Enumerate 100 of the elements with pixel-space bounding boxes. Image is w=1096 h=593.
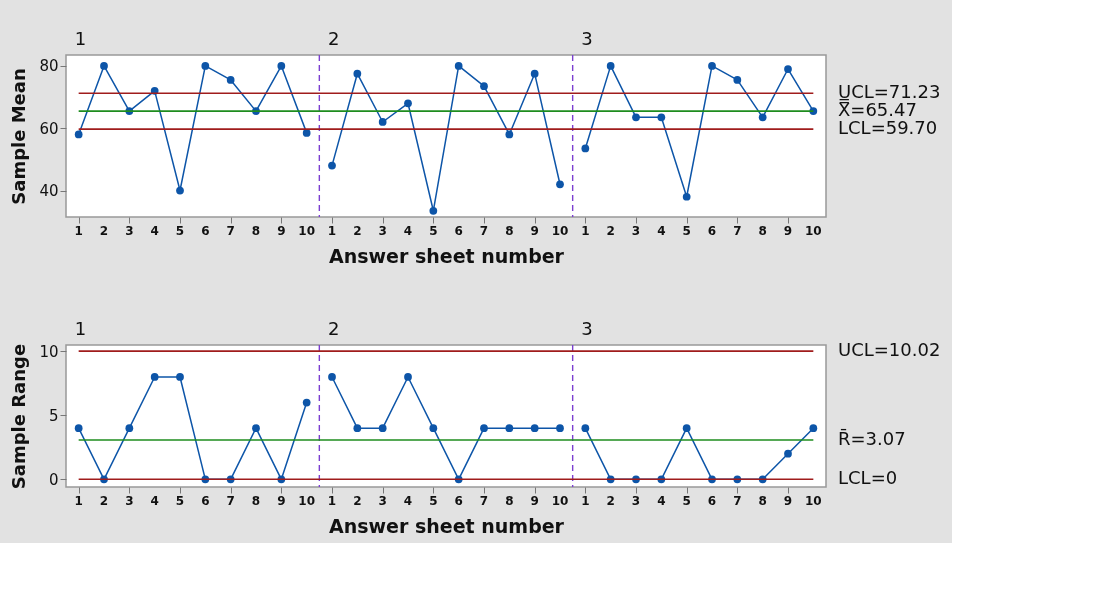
x-tick-label: 7 bbox=[733, 494, 742, 508]
point bbox=[480, 82, 488, 91]
x-tick-label: 9 bbox=[277, 224, 286, 238]
x-tick-label: 3 bbox=[378, 494, 387, 508]
point bbox=[378, 118, 387, 126]
text: 2 bbox=[328, 28, 340, 49]
point bbox=[556, 180, 564, 189]
point bbox=[353, 424, 362, 433]
y-tick-label: 60 bbox=[39, 119, 59, 138]
point bbox=[328, 161, 336, 170]
x-tick-label: 9 bbox=[783, 494, 793, 508]
point bbox=[606, 62, 615, 70]
point bbox=[74, 130, 83, 139]
point bbox=[733, 76, 742, 84]
x-tick-label: 4 bbox=[657, 224, 666, 238]
x-tick-label: 5 bbox=[682, 494, 691, 508]
x-tick-label: 2 bbox=[606, 494, 615, 508]
point bbox=[302, 129, 311, 137]
x-tick-label: 10 bbox=[804, 224, 822, 238]
text: 3 bbox=[581, 318, 593, 339]
x-tick-label: 8 bbox=[758, 494, 767, 508]
x-tick-label: 6 bbox=[454, 224, 463, 238]
x-tick-label: 1 bbox=[581, 224, 590, 238]
x-tick-label: 2 bbox=[99, 224, 109, 238]
x-tick-label: 5 bbox=[429, 224, 438, 238]
x-tick-label: 6 bbox=[707, 494, 717, 508]
point bbox=[176, 373, 184, 381]
point bbox=[758, 113, 767, 122]
x-tick-label: 10 bbox=[298, 494, 316, 508]
x-tick-label: 7 bbox=[479, 224, 489, 238]
x-tick-label: 6 bbox=[201, 494, 210, 508]
x-tick-label: 2 bbox=[99, 494, 109, 508]
x-tick-label: 2 bbox=[353, 494, 362, 508]
point bbox=[302, 398, 311, 407]
point bbox=[353, 69, 362, 78]
x-tick-label: 10 bbox=[804, 494, 822, 508]
x-tick-label: 4 bbox=[403, 224, 413, 238]
text: 1 bbox=[74, 28, 87, 49]
x-tick-label: 8 bbox=[505, 224, 514, 238]
x-tick-label: 9 bbox=[277, 494, 286, 508]
x-tick-label: 8 bbox=[251, 224, 261, 238]
point bbox=[404, 99, 412, 108]
point bbox=[404, 373, 412, 381]
y-tick-label: 0 bbox=[48, 470, 59, 489]
y-axis-title: Sample Mean bbox=[8, 68, 30, 205]
point bbox=[530, 424, 539, 433]
point bbox=[505, 130, 514, 139]
x-tick-label: 3 bbox=[125, 224, 134, 238]
y-axis-title: Sample Range bbox=[8, 343, 30, 490]
point bbox=[682, 192, 691, 201]
point bbox=[809, 424, 818, 433]
x-tick-label: 9 bbox=[530, 224, 539, 238]
x-tick-label: 1 bbox=[581, 494, 590, 508]
point bbox=[581, 424, 590, 433]
x-tick-label: 5 bbox=[175, 224, 185, 238]
x-tick-label: 5 bbox=[429, 494, 438, 508]
point bbox=[784, 65, 792, 73]
point bbox=[100, 62, 108, 70]
x-tick-label: 4 bbox=[403, 494, 413, 508]
point bbox=[150, 373, 159, 381]
point bbox=[784, 449, 792, 458]
point bbox=[708, 62, 716, 70]
point bbox=[556, 424, 564, 433]
point bbox=[454, 62, 463, 70]
x-tick-label: 6 bbox=[707, 224, 717, 238]
x-tick-label: 3 bbox=[125, 494, 134, 508]
x-tick-label: 4 bbox=[150, 224, 159, 238]
x-tick-label: 8 bbox=[505, 494, 514, 508]
point bbox=[429, 424, 438, 433]
point bbox=[125, 424, 134, 433]
x-tick-label: 8 bbox=[758, 224, 767, 238]
x-tick-label: 3 bbox=[631, 494, 641, 508]
x-tick-label: 7 bbox=[226, 224, 235, 238]
point bbox=[378, 424, 387, 433]
x-tick-label: 4 bbox=[150, 494, 159, 508]
ref-line-label: UCL=10.02 bbox=[838, 339, 941, 361]
x-tick-label: 7 bbox=[479, 494, 489, 508]
text: 1 bbox=[74, 318, 87, 339]
point bbox=[480, 424, 488, 433]
x-tick-label: 3 bbox=[378, 224, 387, 238]
point bbox=[530, 69, 539, 78]
point bbox=[201, 62, 210, 70]
x-tick-label: 6 bbox=[201, 224, 210, 238]
x-axis-title: Answer sheet number bbox=[329, 515, 565, 537]
y-tick-label: 10 bbox=[39, 342, 59, 361]
point bbox=[581, 144, 590, 153]
x-tick-label: 6 bbox=[454, 494, 463, 508]
text: 3 bbox=[581, 28, 593, 49]
x-tick-label: 2 bbox=[353, 224, 362, 238]
x-tick-label: 2 bbox=[606, 224, 615, 238]
point bbox=[226, 76, 235, 84]
x-tick-label: 9 bbox=[783, 224, 793, 238]
y-tick-label: 40 bbox=[39, 182, 59, 201]
ref-line-label: LCL=0 bbox=[838, 467, 898, 489]
x-tick-label: 10 bbox=[298, 224, 316, 238]
x-tick-label: 4 bbox=[657, 494, 666, 508]
x-tick-label: 1 bbox=[327, 494, 337, 508]
x-tick-label: 1 bbox=[74, 224, 83, 238]
point bbox=[505, 424, 514, 433]
text: 2 bbox=[328, 318, 340, 339]
